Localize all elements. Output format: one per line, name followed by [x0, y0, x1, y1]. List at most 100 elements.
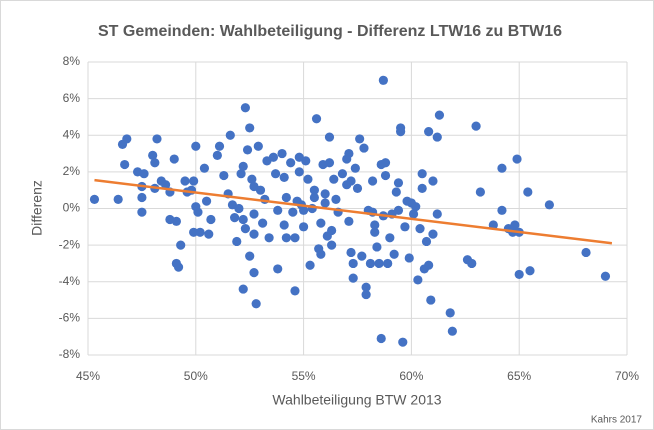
point: [311, 114, 322, 124]
point: [428, 229, 438, 239]
point: [497, 163, 507, 173]
point: [383, 258, 393, 269]
point: [352, 183, 363, 193]
point: [137, 192, 147, 203]
x-tick-label: 55%: [292, 369, 316, 383]
point: [324, 158, 335, 168]
point: [365, 258, 376, 269]
point: [238, 214, 248, 225]
point: [189, 227, 199, 237]
point: [346, 247, 356, 258]
point: [301, 156, 311, 166]
point: [225, 130, 235, 140]
point: [447, 326, 457, 336]
point: [421, 236, 432, 247]
point: [299, 222, 309, 232]
point: [255, 185, 266, 195]
point: [411, 202, 421, 212]
point: [242, 145, 253, 155]
x-tick-label: 70%: [615, 369, 639, 383]
point: [309, 185, 319, 195]
point: [139, 169, 149, 179]
point: [176, 240, 186, 250]
point: [378, 75, 388, 85]
point: [232, 236, 242, 247]
y-tick-label: 8%: [63, 54, 81, 68]
point: [426, 295, 436, 305]
point: [169, 154, 179, 164]
x-tick-label: 60%: [399, 369, 423, 383]
point: [150, 158, 160, 168]
point: [238, 284, 248, 294]
point: [286, 158, 296, 168]
point: [191, 141, 201, 151]
point: [249, 209, 259, 219]
point: [288, 207, 298, 217]
x-tick-label: 45%: [76, 369, 100, 383]
point: [344, 216, 354, 226]
point: [270, 169, 281, 179]
x-tick-label: 50%: [184, 369, 208, 383]
point: [331, 194, 341, 204]
point: [281, 233, 291, 243]
point: [273, 264, 283, 274]
point: [320, 198, 330, 208]
point: [398, 337, 408, 347]
point: [316, 218, 326, 228]
point: [445, 308, 455, 318]
chart-title: ST Gemeinden: Wahlbeteiligung - Differen…: [98, 23, 562, 40]
point: [370, 220, 380, 230]
y-tick-label: -6%: [59, 311, 81, 325]
point: [171, 216, 181, 226]
point: [417, 183, 427, 193]
point: [294, 167, 304, 177]
point: [344, 148, 354, 159]
y-tick-label: 0%: [63, 201, 81, 215]
point: [355, 134, 365, 144]
point: [413, 275, 423, 285]
point: [148, 150, 158, 160]
point: [380, 170, 391, 181]
point: [350, 163, 360, 173]
point: [247, 174, 257, 184]
point: [281, 192, 291, 203]
point: [475, 187, 485, 197]
point: [316, 249, 326, 259]
point: [404, 253, 414, 263]
point: [376, 333, 386, 344]
point: [273, 205, 283, 215]
y-tick-label: -8%: [59, 347, 81, 361]
point: [245, 123, 255, 133]
point: [424, 126, 434, 137]
point: [206, 214, 216, 225]
point: [234, 203, 244, 214]
point: [305, 260, 315, 270]
point: [372, 242, 382, 252]
point: [600, 271, 611, 281]
point: [467, 258, 477, 269]
point: [214, 141, 225, 151]
point: [374, 258, 384, 269]
source-note: Kahrs 2017: [591, 415, 643, 426]
y-tick-label: 6%: [63, 91, 81, 105]
y-tick-label: 2%: [63, 164, 81, 178]
point: [249, 229, 259, 239]
point: [193, 207, 203, 217]
point: [432, 132, 442, 142]
point: [400, 222, 410, 232]
point: [303, 174, 313, 184]
point: [512, 154, 522, 164]
point: [523, 187, 533, 197]
point: [258, 218, 268, 228]
point: [389, 249, 399, 259]
point: [327, 240, 337, 250]
point: [199, 163, 210, 173]
point: [230, 213, 240, 223]
point: [471, 121, 481, 131]
point: [279, 172, 289, 182]
point: [432, 209, 442, 219]
point: [434, 110, 445, 120]
point: [348, 258, 358, 269]
trend-line: [94, 178, 613, 245]
point: [329, 174, 339, 184]
